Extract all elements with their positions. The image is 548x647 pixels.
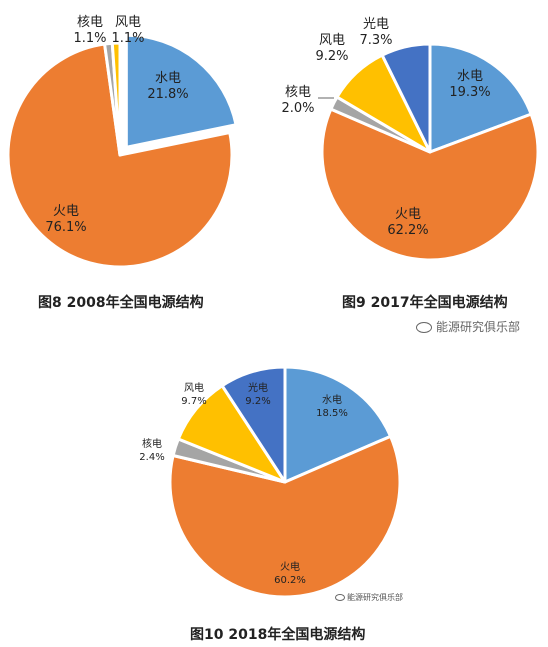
slice-label-nuclear: 核电	[77, 15, 103, 30]
watermark-main: 能源研究俱乐部	[416, 318, 520, 335]
pie-slice-thermal	[168, 434, 402, 599]
slice-value-thermal: 76.1%	[45, 220, 86, 235]
pie-chart-2018: 水电 18.5% 火电 60.2% 核电 2.4% 风电 9.7% 光电 9.2%	[139, 365, 402, 599]
wechat-icon	[416, 322, 432, 333]
slice-value-nuclear: 2.0%	[281, 101, 314, 116]
slice-value-nuclear: 1.1%	[73, 31, 106, 46]
slice-label-nuclear: 核电	[142, 437, 162, 450]
caption-2008: 图8 2008年全国电源结构	[38, 295, 204, 311]
slice-label-hydro: 水电	[155, 71, 181, 86]
slice-value-wind: 9.7%	[181, 396, 206, 407]
slice-value-hydro: 21.8%	[147, 87, 188, 102]
slice-value-nuclear: 2.4%	[139, 452, 164, 463]
slice-label-wind: 风电	[319, 33, 345, 48]
pie-slice-thermal	[320, 107, 540, 262]
slice-value-thermal: 60.2%	[274, 575, 306, 586]
slice-value-solar: 9.2%	[245, 396, 270, 407]
slice-label-thermal: 火电	[395, 207, 421, 222]
slice-label-thermal: 火电	[53, 204, 79, 219]
watermark-main-text: 能源研究俱乐部	[436, 320, 521, 334]
slice-label-solar: 光电	[363, 17, 389, 32]
pie-slice-hydro	[283, 365, 393, 484]
slice-label-thermal: 火电	[280, 560, 300, 573]
slice-value-wind: 9.2%	[315, 49, 348, 64]
pie-slice-wind	[110, 41, 122, 157]
slice-label-solar: 光电	[248, 381, 268, 394]
pie-slice-solar	[220, 365, 287, 484]
watermark-small: 能源研究俱乐部	[335, 592, 403, 603]
slice-label-nuclear: 核电	[285, 85, 311, 100]
caption-2018: 图10 2018年全国电源结构	[190, 627, 366, 643]
slice-value-hydro: 19.3%	[449, 85, 490, 100]
slice-label-hydro: 水电	[322, 393, 342, 406]
pie-slice-hydro	[124, 33, 238, 149]
pie-slice-solar	[380, 42, 432, 154]
slice-value-solar: 7.3%	[359, 33, 392, 48]
slice-label-wind: 风电	[184, 381, 204, 394]
slice-value-thermal: 62.2%	[387, 223, 428, 238]
slice-label-wind: 风电	[115, 15, 141, 30]
wechat-icon-small	[335, 594, 345, 601]
slice-value-hydro: 18.5%	[316, 408, 348, 419]
slice-label-hydro: 水电	[457, 69, 483, 84]
watermark-small-text: 能源研究俱乐部	[347, 593, 403, 602]
pie-slice-hydro	[428, 42, 533, 154]
slice-value-wind: 1.1%	[111, 31, 144, 46]
caption-2017: 图9 2017年全国电源结构	[342, 295, 508, 311]
